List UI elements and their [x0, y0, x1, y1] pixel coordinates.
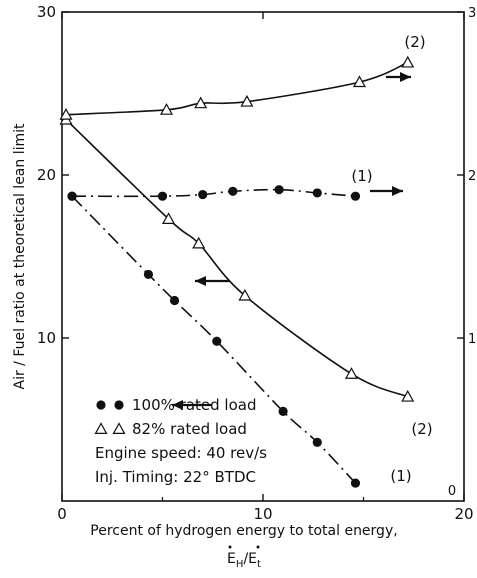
series-1-point — [278, 406, 288, 416]
arrow-right-axis-head — [400, 72, 411, 82]
series-3-point — [401, 389, 415, 402]
series-2-end-label: (1) — [351, 167, 372, 185]
series-2-point — [312, 188, 322, 198]
series-2-point — [157, 191, 168, 201]
x-axis-label: Percent of hydrogen energy to total ener… — [90, 523, 397, 539]
legend-note: Inj. Timing: 22° BTDC — [95, 468, 256, 486]
series-3-point — [344, 367, 358, 379]
y2-tick-label: 3 — [468, 6, 476, 21]
legend-marker — [112, 422, 126, 434]
series-2-point — [274, 185, 284, 195]
series-4-point — [160, 103, 174, 115]
y-tick-label: 30 — [37, 3, 56, 21]
legend-marker — [94, 422, 108, 434]
series-2-point — [350, 191, 361, 201]
series-4-point — [59, 107, 73, 120]
x-tick-label: 20 — [454, 505, 473, 523]
x-axis-formula: EH/Et — [227, 551, 261, 570]
series-3-end-label: (2) — [411, 420, 432, 438]
y2-zero-label: 0 — [448, 484, 456, 499]
flow-rate-dot — [228, 545, 232, 549]
arrow-left-axis-head — [172, 400, 183, 410]
y-tick-label: 10 — [37, 329, 56, 347]
series-3-point — [162, 212, 176, 225]
series-3-point — [192, 236, 206, 249]
y-tick-label: 20 — [37, 166, 56, 184]
arrow-left-axis-head — [195, 276, 206, 286]
series-1-point — [212, 336, 222, 346]
x-tick-label: 10 — [253, 505, 272, 523]
series-2-point — [228, 186, 238, 196]
series-4-point — [401, 55, 415, 68]
series-1-point — [312, 437, 322, 447]
arrow-left-axis — [172, 400, 212, 410]
legend-note: Engine speed: 40 rev/s — [95, 444, 267, 462]
series-1-point — [169, 295, 180, 306]
arrow-left-axis — [195, 276, 230, 286]
flow-rate-dot — [256, 545, 260, 549]
series-4-point — [352, 75, 366, 88]
arrow-right-axis-head — [392, 186, 403, 196]
series-4-point — [240, 94, 254, 107]
y2-tick-label: 2 — [468, 169, 476, 184]
legend-label: 82% rated load — [132, 420, 247, 438]
series-1-point — [350, 478, 361, 488]
series-4-line — [65, 61, 409, 116]
x-tick-label: 0 — [57, 505, 67, 523]
series-4-point — [194, 96, 208, 109]
legend-marker — [114, 400, 124, 410]
series-2-point — [198, 189, 208, 200]
series-1-point — [143, 269, 154, 280]
series-2-point — [67, 191, 77, 201]
legend-marker — [96, 400, 106, 410]
arrow-right-axis — [386, 72, 411, 82]
series-3-line — [65, 119, 409, 398]
arrow-right-axis — [370, 186, 403, 196]
plot-frame — [61, 11, 465, 502]
y-axis-label: Air / Fuel ratio at theoretical lean lim… — [12, 123, 28, 390]
legend-label: 100% rated load — [132, 396, 256, 414]
series-3-point — [238, 288, 252, 301]
y2-tick-label: 1 — [468, 332, 476, 347]
series-4-end-label: (2) — [404, 33, 425, 51]
series-1-end-label: (1) — [390, 467, 411, 485]
